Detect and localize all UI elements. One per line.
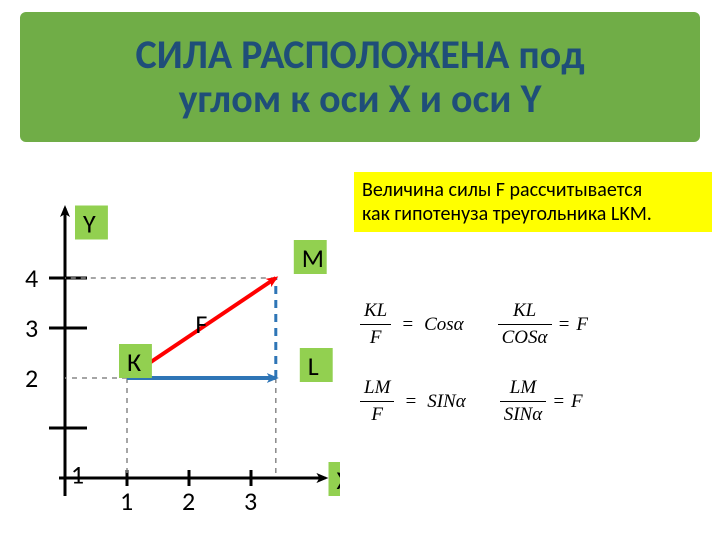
force-diagram: 1 2 3 2 3 4 1 Y Х К L M F [10,160,340,530]
svg-text:1: 1 [120,485,133,517]
formula-row: KLF=CosαKLCOSα=F [360,300,710,349]
svg-text:F: F [195,308,207,340]
title-line1: СИЛА РАСПОЛОЖЕНА под [135,33,584,77]
explanation-box: Величина силы F рассчитывается как гипот… [354,172,712,232]
formula-row: LMF=SINαLMSINα=F [360,377,710,426]
svg-text:2: 2 [182,485,195,517]
svg-text:К: К [127,346,141,378]
svg-text:3: 3 [25,312,38,344]
title-banner: СИЛА РАСПОЛОЖЕНА под углом к оси Х и оси… [20,12,700,142]
svg-text:Y: Y [83,208,96,240]
explanation-line1: Величина силы F рассчитывается [362,178,704,202]
formula-area: KLF=CosαKLCOSα=F LMF=SINαLMSINα=F [360,300,710,520]
explanation-line2: как гипотенуза треугольника LKM. [362,202,704,226]
svg-text:Х: Х [337,464,341,496]
svg-text:4: 4 [25,262,38,294]
svg-text:3: 3 [244,485,257,517]
title-line2: углом к оси Х и оси Y [179,77,542,121]
svg-text:L: L [308,350,319,382]
svg-text:1: 1 [71,459,84,491]
svg-text:M: M [302,242,324,274]
diagram-svg: 1 2 3 2 3 4 1 Y Х К L M F [10,160,340,530]
svg-text:2: 2 [25,362,38,394]
